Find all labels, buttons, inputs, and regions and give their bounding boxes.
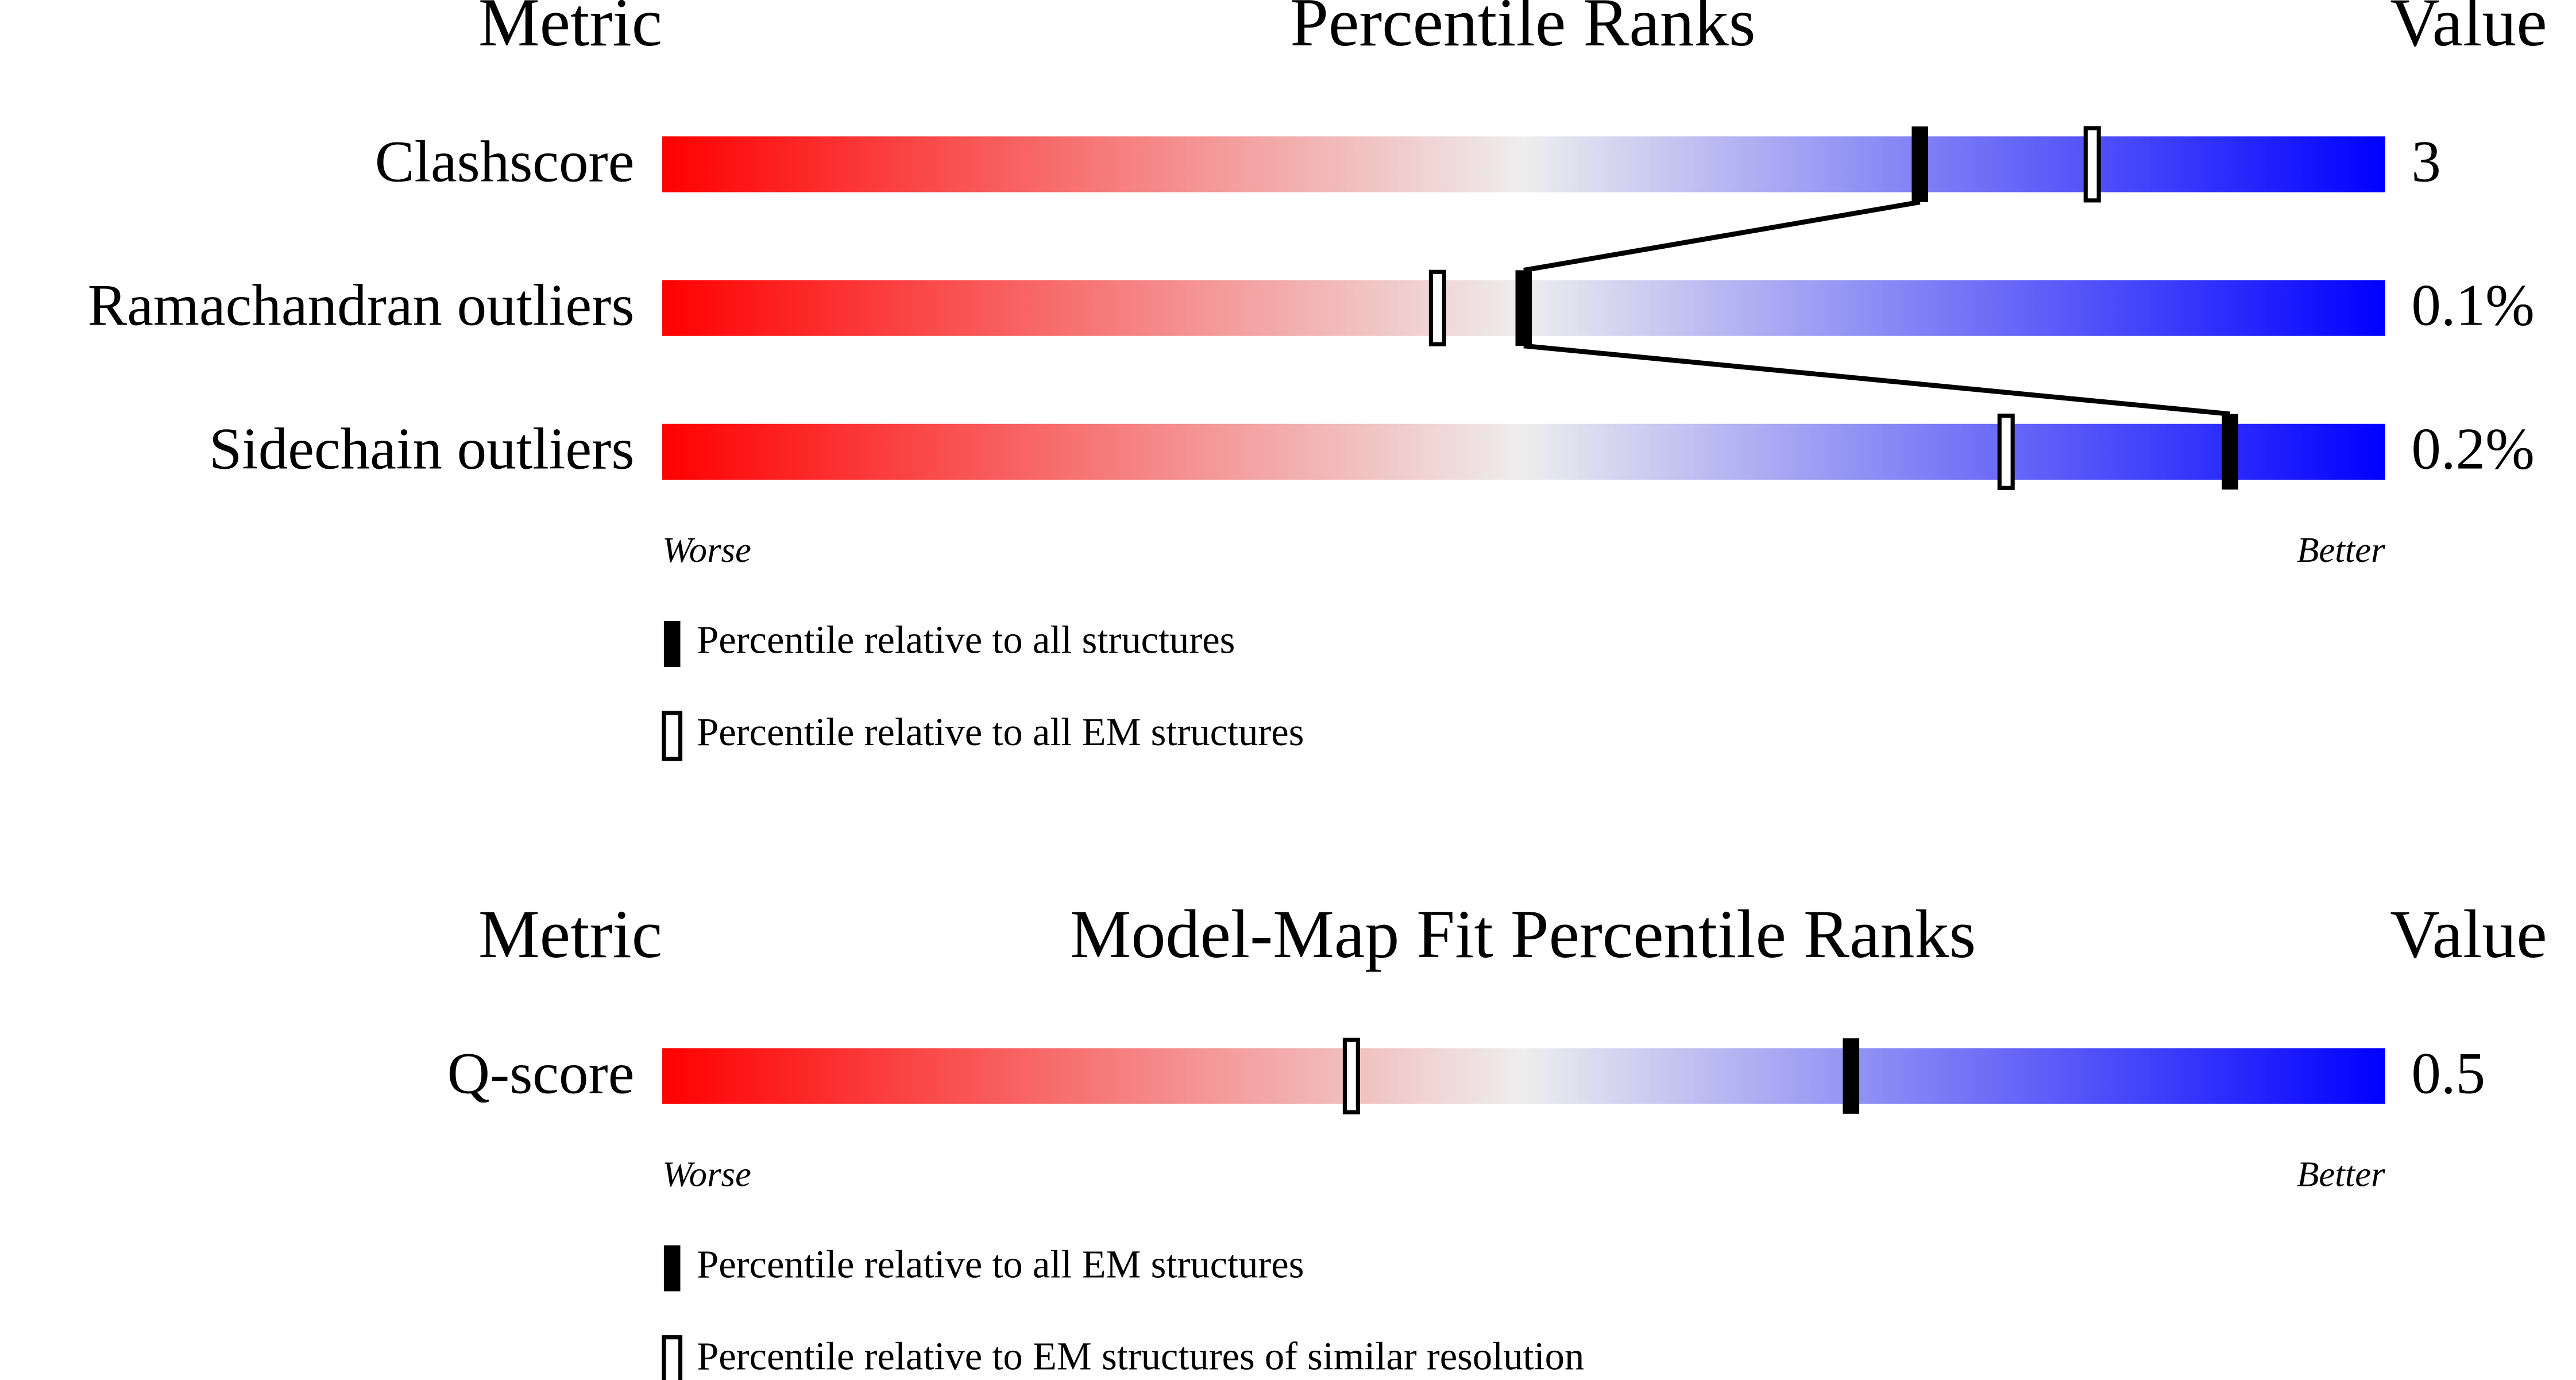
legend-label: Percentile relative to EM structures of … [697, 1334, 1584, 1378]
legend-swatch [663, 1245, 681, 1292]
metric-value: 0.5 [2411, 1040, 2485, 1106]
percentile-bar [662, 136, 2385, 192]
marker-filled [2222, 414, 2238, 490]
legend-label: Percentile relative to all structures [697, 618, 1235, 662]
connector-line [1523, 199, 1921, 273]
legend-label: Percentile relative to all EM structures [697, 710, 1304, 754]
marker-hollow [1342, 1038, 1360, 1115]
metric-label: Sidechain outliers [209, 417, 634, 482]
percentile-bar [662, 1048, 2385, 1104]
metric-label: Q-score [447, 1040, 635, 1106]
connector-line [1523, 343, 2231, 417]
legend-swatch [662, 711, 683, 761]
x-right-label: Better [2297, 1154, 2385, 1194]
x-left-label: Worse [662, 530, 751, 570]
metric-value: 0.1% [2411, 273, 2534, 338]
header-metric: Metric [478, 0, 662, 60]
metric-label: Ramachandran outliers [88, 273, 635, 338]
legend-swatch [663, 620, 681, 667]
metric-value: 0.2% [2411, 417, 2534, 482]
header-value: Value [2390, 896, 2547, 972]
marker-hollow [1428, 269, 1446, 346]
legend-label: Percentile relative to all EM structures [697, 1242, 1304, 1286]
chart-title: Percentile Ranks [1290, 0, 1755, 60]
metric-label: Clashscore [375, 129, 635, 194]
marker-hollow [2083, 126, 2101, 203]
metric-value: 3 [2411, 129, 2440, 194]
marker-filled [1843, 1038, 1860, 1114]
legend-swatch [662, 1335, 683, 1380]
percentile-bar [662, 423, 2385, 480]
x-left-label: Worse [662, 1154, 751, 1194]
chart-title: Model-Map Fit Percentile Ranks [1070, 896, 1976, 972]
header-value: Value [2390, 0, 2547, 60]
marker-hollow [1997, 413, 2015, 490]
header-metric: Metric [478, 896, 662, 972]
x-right-label: Better [2297, 530, 2385, 570]
marker-filled [1515, 270, 1532, 346]
marker-filled [1911, 126, 1929, 202]
